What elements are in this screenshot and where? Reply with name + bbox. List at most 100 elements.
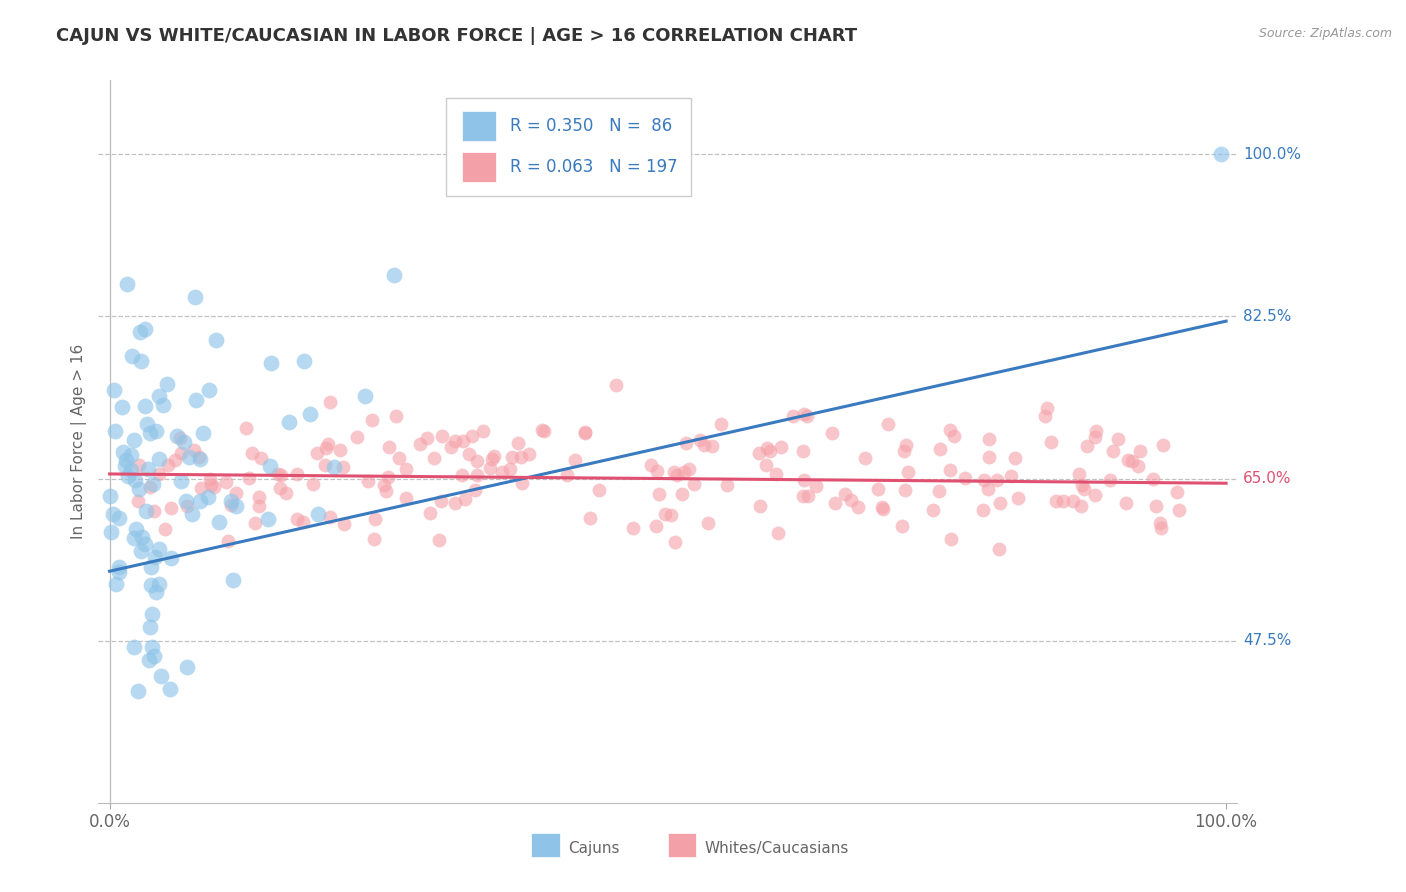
Point: [148, 542, 170, 557]
Point: [188, 452, 211, 467]
Point: [243, 516, 266, 530]
Point: [346, 429, 368, 443]
Point: [939, 532, 962, 546]
Point: [395, 462, 418, 476]
Point: [555, 467, 578, 482]
Point: [866, 483, 889, 497]
Point: [716, 478, 738, 492]
Point: [103, 383, 125, 397]
Point: [202, 480, 225, 494]
Point: [890, 518, 912, 533]
Point: [183, 443, 205, 458]
Point: [1149, 516, 1171, 530]
Point: [141, 607, 163, 622]
Point: [1073, 482, 1095, 496]
Point: [315, 441, 337, 455]
Point: [165, 453, 187, 467]
Point: [769, 440, 792, 454]
Point: [142, 503, 165, 517]
Point: [269, 481, 291, 495]
Point: [361, 413, 384, 427]
FancyBboxPatch shape: [531, 833, 560, 857]
Point: [454, 491, 477, 506]
Point: [184, 392, 207, 407]
Point: [1004, 451, 1026, 466]
Point: [416, 431, 439, 445]
Point: [127, 493, 149, 508]
Point: [1076, 439, 1098, 453]
Point: [155, 377, 177, 392]
Point: [1098, 473, 1121, 487]
Point: [208, 515, 231, 529]
Point: [134, 322, 156, 336]
Point: [839, 492, 862, 507]
Point: [988, 496, 1011, 510]
Point: [1067, 467, 1090, 481]
Text: 65.0%: 65.0%: [1243, 471, 1291, 486]
Point: [671, 487, 693, 501]
FancyBboxPatch shape: [461, 111, 496, 141]
Point: [319, 510, 342, 524]
Point: [821, 425, 844, 440]
Point: [150, 669, 173, 683]
Point: [329, 442, 352, 457]
Point: [1033, 409, 1056, 424]
Point: [928, 483, 950, 498]
Point: [1070, 500, 1092, 514]
Point: [465, 467, 488, 482]
FancyBboxPatch shape: [446, 98, 690, 196]
Point: [215, 475, 238, 489]
Point: [155, 522, 177, 536]
Point: [481, 451, 503, 466]
Point: [98, 489, 121, 503]
Point: [121, 349, 143, 363]
Point: [120, 463, 142, 477]
Point: [377, 470, 399, 484]
Point: [323, 460, 346, 475]
Point: [682, 477, 704, 491]
Point: [135, 417, 157, 431]
Point: [375, 484, 398, 499]
Point: [219, 498, 242, 512]
Point: [247, 500, 270, 514]
Point: [377, 440, 399, 454]
Point: [131, 530, 153, 544]
Point: [979, 450, 1001, 464]
Point: [198, 383, 221, 397]
Point: [142, 476, 165, 491]
Point: [301, 476, 323, 491]
Point: [1150, 521, 1173, 535]
Point: [1062, 493, 1084, 508]
Point: [148, 389, 170, 403]
Point: [499, 461, 522, 475]
FancyBboxPatch shape: [668, 833, 696, 857]
Point: [124, 640, 146, 654]
Point: [148, 452, 170, 467]
Point: [427, 533, 450, 548]
Point: [316, 437, 339, 451]
Point: [148, 467, 170, 481]
Point: [332, 459, 354, 474]
Point: [678, 462, 700, 476]
Point: [122, 433, 145, 447]
Point: [394, 491, 416, 505]
Point: [148, 577, 170, 591]
Point: [1167, 503, 1189, 517]
Point: [450, 467, 472, 482]
Point: [138, 653, 160, 667]
Point: [574, 425, 596, 440]
Point: [1039, 435, 1062, 450]
Point: [749, 500, 772, 514]
Point: [124, 532, 146, 546]
Point: [977, 433, 1000, 447]
Point: [287, 512, 309, 526]
Point: [696, 516, 718, 530]
Point: [894, 483, 917, 497]
Point: [877, 417, 900, 432]
Point: [191, 425, 214, 440]
Point: [510, 476, 533, 491]
Point: [259, 356, 281, 370]
Point: [834, 487, 856, 501]
Point: [793, 407, 815, 421]
Point: [139, 425, 162, 440]
